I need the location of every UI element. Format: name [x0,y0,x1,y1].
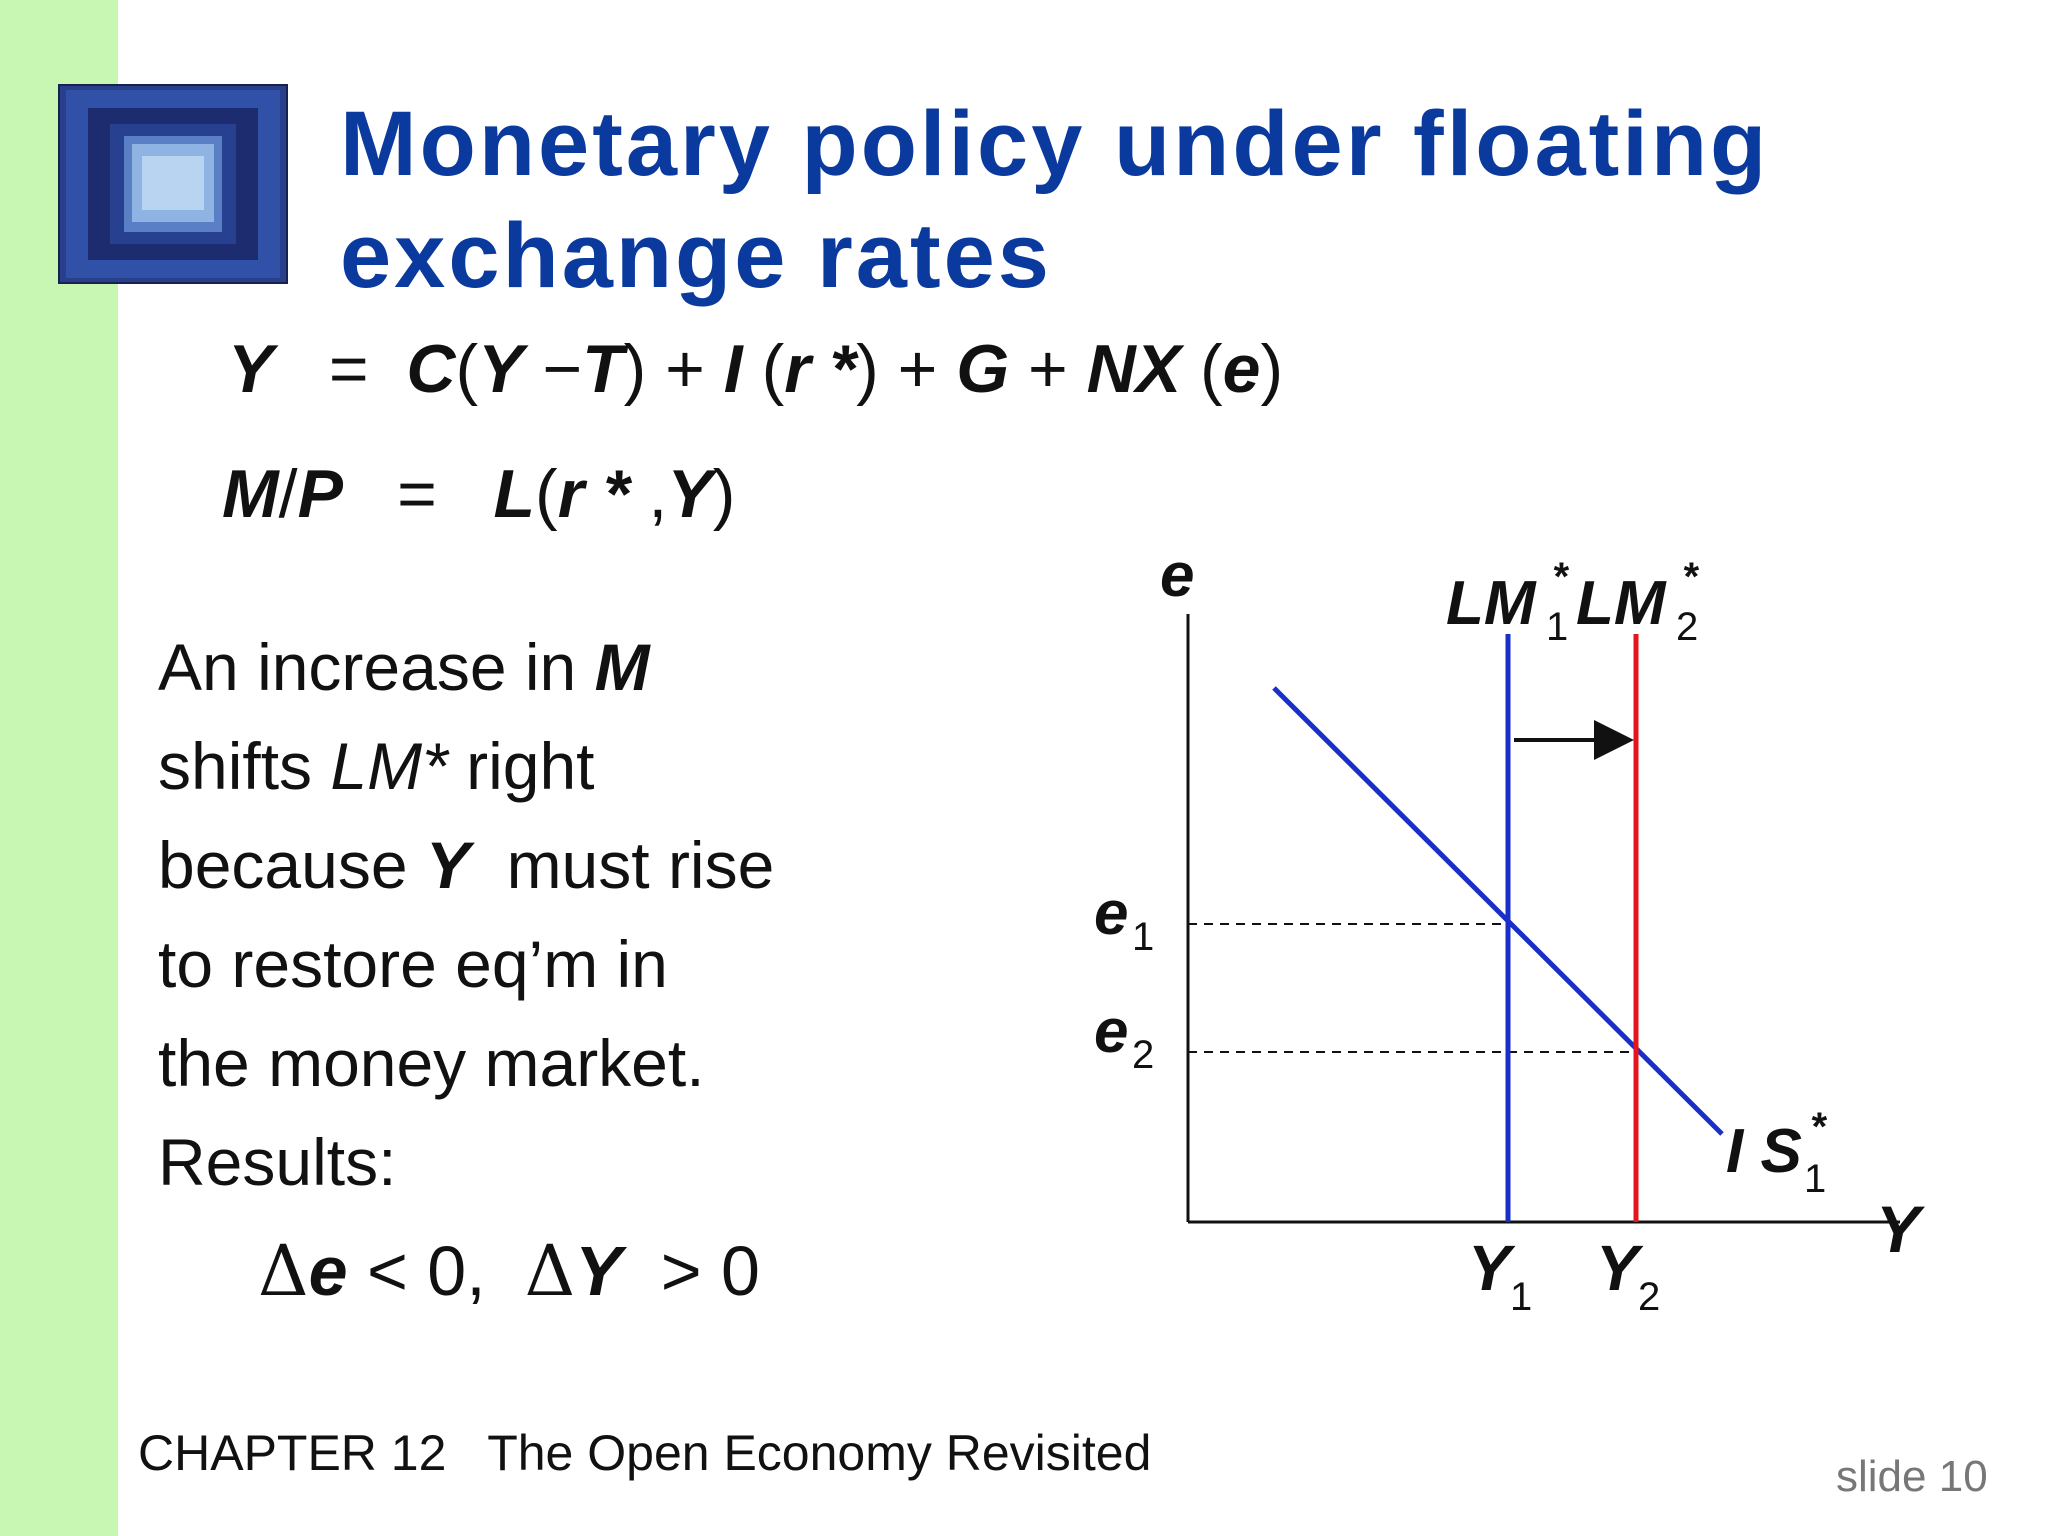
body-line-4: to restore eq’m in [158,927,668,1001]
result-text: < 0, [347,1232,525,1310]
y-axis-label: e [1160,541,1194,610]
body-line-3: because Y must rise [158,816,918,915]
title-line-2: exchange rates [340,205,1052,307]
money-market-equation: M/P = L(r * ,Y) [222,455,735,533]
body-var-y: Y [425,828,470,902]
eq-r: r [784,331,811,407]
eq-nx: NX [1086,331,1182,407]
y1-label: Y 1 [1468,1232,1532,1319]
eq-paren: ( [455,331,479,407]
title-line-1: Monetary policy under floating [340,93,1770,195]
delta-symbol: Δ [258,1230,309,1312]
eq-equals2: = [397,456,437,532]
lm1-label: LM 1 * [1446,555,1570,649]
eq-y2: Y [478,331,524,407]
eq-i: I [723,331,743,407]
is-curve [1272,686,1724,1136]
chapter-logo-image [58,84,288,284]
eq-paren-plus2: ) + [856,331,938,407]
eq-r2: r [557,456,585,532]
body-text-span: An increase in [158,630,595,704]
eq-g: G [956,331,1010,407]
result-var-y: Y [575,1232,622,1310]
e1-label: e 1 [1094,879,1154,959]
body-var-m: M [594,630,650,704]
lm2-sup: * [1682,555,1700,599]
eq-paren2: ( [742,331,785,407]
lm2-sub: 2 [1676,605,1698,649]
eq-paren-close3: ) [1260,331,1284,407]
explanation-text: An increase in M shifts LM* right becaus… [158,618,918,1212]
body-line-2: shifts LM* right [158,717,918,816]
eq-comma: , [629,456,668,532]
body-text-span: shifts [158,729,331,803]
body-line-5: the money market. [158,1026,705,1100]
is-sub: 1 [1804,1157,1826,1201]
goods-market-equation: Y = C(Y −T) + I (r *) + G + NX (e) [228,330,1283,408]
lm1-main: LM [1446,569,1537,638]
eq-paren3: ( [1181,331,1223,407]
eq-paren4: ( [535,456,558,532]
body-var-lm: LM* [330,729,448,803]
x-axis-label: Y [1876,1192,1925,1266]
lm1-sup: * [1552,555,1570,599]
is-label: I S 1 * [1726,1105,1828,1201]
lm2-label: LM 2 * [1576,555,1700,649]
body-line-6: Results: [158,1125,397,1199]
y1-sub: 1 [1510,1275,1532,1319]
y2-label: Y 2 [1596,1232,1660,1319]
eq-p: P [297,456,341,532]
eq-paren-plus: ) + [623,331,705,407]
e1-main: e [1094,879,1128,948]
eq-slash: / [278,456,298,532]
eq-l: L [493,456,536,532]
e2-main: e [1094,997,1128,1066]
lm2-main: LM [1576,569,1667,638]
result-text-2: > 0 [621,1232,760,1310]
eq-t: T [582,331,624,407]
e2-label: e 2 [1094,997,1154,1077]
body-line-1: An increase in M [158,618,918,717]
y2-sub: 2 [1638,1275,1660,1319]
eq-paren-close4: ) [712,456,736,532]
chapter-footer: CHAPTER 12 The Open Economy Revisited [138,1425,1152,1481]
slide-number: slide 10 [1836,1452,1988,1501]
eq-c: C [406,331,456,407]
eq-m: M [222,456,279,532]
body-text-span: because [158,828,426,902]
eq-star2: * [584,456,630,532]
eq-star: * [810,331,857,407]
eq-equals: = [328,331,369,407]
eq-e: e [1222,331,1261,407]
result-var-e: e [308,1232,348,1310]
is-sup: * [1810,1105,1828,1149]
eq-y3: Y [667,456,713,532]
delta-symbol-2: Δ [524,1230,576,1312]
e1-sub: 1 [1132,915,1154,959]
y2-main: Y [1596,1232,1644,1304]
eq-y: Y [228,331,273,407]
lm1-sub: 1 [1546,605,1568,649]
eq-plus: + [1009,331,1068,407]
e2-sub: 2 [1132,1033,1154,1077]
results-equation: Δe < 0, ΔY > 0 [258,1230,760,1312]
y1-main: Y [1468,1232,1516,1304]
eq-minus: − [523,331,583,407]
slide-title: Monetary policy under floating exchange … [340,88,1940,312]
body-text-span: must rise [469,828,775,902]
body-text-span: right [447,729,595,803]
is-main: I S [1726,1117,1802,1186]
